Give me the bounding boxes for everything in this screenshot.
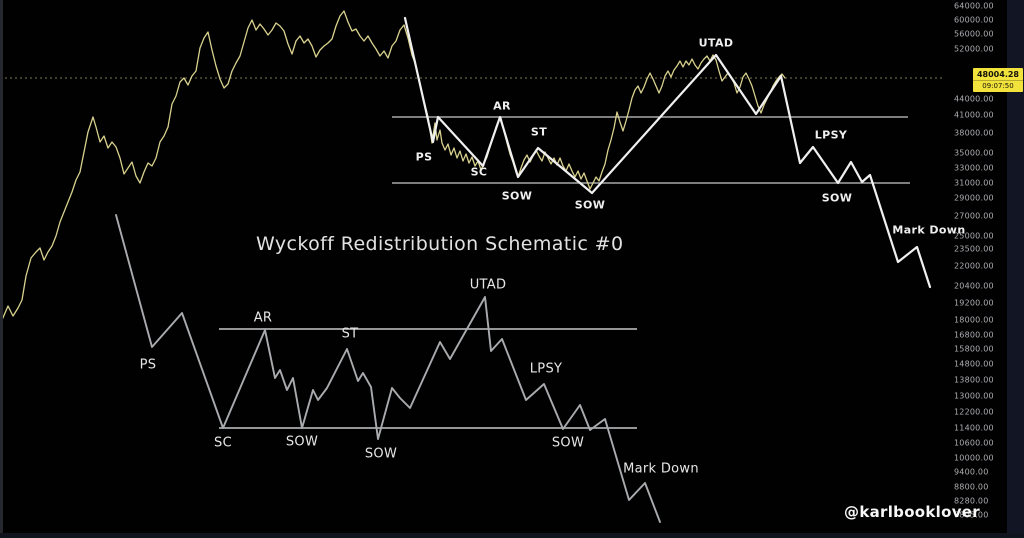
wyckoff-label-sc: SC bbox=[214, 435, 232, 451]
price-axis-tick: 9400.00 bbox=[954, 467, 989, 477]
price-axis-tick: 11400.00 bbox=[954, 423, 994, 433]
price-axis-tick: 31000.00 bbox=[954, 178, 994, 188]
price-axis[interactable]: 64000.00 60000.00 56000.00 52000.00 44000.00… bbox=[952, 0, 1007, 538]
price-axis-tick: 12200.00 bbox=[954, 407, 994, 417]
wyckoff-label-sc: SC bbox=[470, 165, 488, 179]
price-axis-tick: 13000.00 bbox=[954, 391, 994, 401]
price-axis-tick: 10000.00 bbox=[954, 453, 994, 463]
watermark-handle: @karlbooklover bbox=[844, 503, 980, 521]
price-axis-tick: 33000.00 bbox=[954, 163, 994, 173]
wyckoff-schematic-lower bbox=[115, 214, 661, 523]
price-axis-tick: 20400.00 bbox=[954, 281, 994, 291]
candle-countdown: 09:07:50 bbox=[973, 80, 1023, 91]
wyckoff-label-utad: UTAD bbox=[469, 277, 507, 293]
last-price-value: 48004.28 bbox=[976, 70, 1019, 79]
price-axis-tick: 23500.00 bbox=[954, 244, 994, 254]
price-axis-tick: 64000.00 bbox=[954, 1, 994, 11]
price-axis-tick: 19200.00 bbox=[954, 298, 994, 308]
price-axis-tick: 15800.00 bbox=[954, 344, 994, 354]
price-axis-tick: 56000.00 bbox=[954, 29, 994, 39]
wyckoff-label-ps: PS bbox=[415, 150, 433, 164]
wyckoff-label-sow: SOW bbox=[821, 191, 853, 205]
price-axis-tick: 60000.00 bbox=[954, 15, 994, 25]
chart-title: Wyckoff Redistribution Schematic #0 bbox=[256, 233, 624, 255]
wyckoff-label-utad: UTAD bbox=[698, 36, 734, 50]
wyckoff-label-sow: SOW bbox=[285, 434, 319, 450]
wyckoff-label-ps: PS bbox=[139, 357, 157, 373]
price-axis-tick: 10600.00 bbox=[954, 438, 994, 448]
left-edge-strip bbox=[0, 0, 3, 538]
price-axis-tick: 52000.00 bbox=[954, 44, 994, 54]
price-axis-tick: 22000.00 bbox=[954, 261, 994, 271]
price-axis-tick: 27000.00 bbox=[954, 211, 994, 221]
price-axis-tick: 41000.00 bbox=[954, 110, 994, 120]
right-scroll-strip[interactable] bbox=[1007, 0, 1024, 538]
wyckoff-label-st: ST bbox=[530, 125, 548, 139]
price-axis-tick: 13800.00 bbox=[954, 375, 994, 385]
btc-price-line bbox=[1, 10, 786, 321]
price-axis-tick: 38000.00 bbox=[954, 128, 994, 138]
wyckoff-label-ar: AR bbox=[253, 310, 273, 326]
price-axis-tick: 8280.00 bbox=[954, 496, 989, 506]
price-axis-tick: 35000.00 bbox=[954, 148, 994, 158]
wyckoff-label-ar: AR bbox=[493, 99, 511, 113]
wyckoff-label-mark-down: Mark Down bbox=[623, 461, 699, 477]
wyckoff-overlay-upper bbox=[403, 16, 932, 289]
price-axis-tick: 25000.00 bbox=[954, 231, 994, 241]
wyckoff-label-mark-down: Mark Down bbox=[892, 223, 966, 237]
price-axis-tick: 16800.00 bbox=[954, 330, 994, 340]
bottom-edge-strip bbox=[0, 533, 1024, 538]
price-axis-tick: 14800.00 bbox=[954, 359, 994, 369]
price-axis-tick: 8800.00 bbox=[954, 482, 989, 492]
wyckoff-label-sow: SOW bbox=[551, 435, 585, 451]
wyckoff-label-lpsy: LPSY bbox=[529, 361, 563, 377]
last-price-tag: 48004.28 09:07:50 bbox=[973, 68, 1023, 92]
wyckoff-label-lpsy: LPSY bbox=[814, 128, 848, 142]
wyckoff-label-sow: SOW bbox=[574, 198, 606, 212]
price-axis-tick: 44000.00 bbox=[954, 94, 994, 104]
wyckoff-label-sow: SOW bbox=[364, 446, 398, 462]
price-axis-tick: 18000.00 bbox=[954, 315, 994, 325]
price-axis-tick: 7805.00 bbox=[954, 510, 989, 520]
price-axis-tick: 29000.00 bbox=[954, 193, 994, 203]
wyckoff-label-sow: SOW bbox=[501, 189, 533, 203]
wyckoff-label-st: ST bbox=[341, 326, 359, 342]
